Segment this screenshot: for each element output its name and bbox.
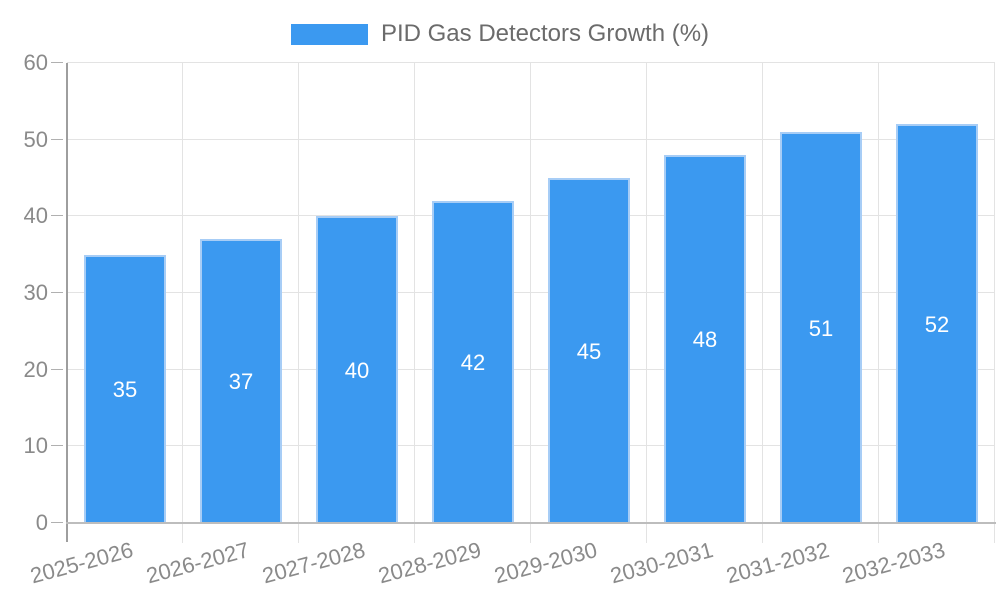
v-gridline [762,63,763,523]
bar[interactable]: 45 [548,178,630,523]
y-tick-mark [51,522,63,523]
y-tick-mark [51,215,63,217]
legend-label: PID Gas Detectors Growth (%) [380,20,710,47]
y-axis-line [66,63,68,542]
x-tick-mark [994,523,995,543]
y-tick-mark [51,368,63,370]
bar-value-label: 51 [808,315,834,341]
y-tick-label: 20 [23,356,48,382]
y-tick-label: 60 [23,50,48,75]
v-gridline [878,63,879,523]
legend-swatch [290,23,368,45]
bar-value-label: 45 [576,338,602,364]
bar-value-label: 37 [228,369,254,395]
y-tick-label: 0 [35,510,48,535]
x-tick-mark [530,523,531,543]
v-gridline [298,63,299,523]
y-tick-label: 50 [23,126,48,152]
h-gridline [67,215,995,217]
v-gridline [530,63,531,523]
x-tick-mark [878,523,879,543]
h-gridline [67,368,995,370]
y-tick-mark [51,445,63,447]
v-gridline [994,63,995,523]
y-tick-label: 30 [23,280,48,305]
bar-value-label: 48 [692,327,718,352]
bar-value-label: 35 [112,376,138,402]
x-tick-label: 2031-2032 [723,537,832,589]
y-tick-label: 40 [23,203,48,229]
bar[interactable]: 48 [664,155,746,523]
bar-value-label: 52 [924,311,950,337]
h-gridline [67,292,995,293]
x-tick-mark [646,523,647,543]
x-axis-line [66,522,996,524]
y-tick-mark [51,292,63,293]
bar-value-label: 42 [460,350,486,375]
y-tick-mark [51,138,63,140]
v-gridline [182,63,183,523]
x-tick-label: 2026-2027 [143,537,252,589]
x-tick-label: 2030-2031 [607,537,716,589]
bar-value-label: 40 [344,357,370,383]
x-tick-mark [762,523,763,543]
y-tick-label: 10 [23,433,48,459]
x-tick-mark [182,523,183,543]
bar[interactable]: 42 [432,201,514,523]
legend[interactable]: PID Gas Detectors Growth (%) [0,21,1000,47]
h-gridline [67,445,995,447]
x-tick-label: 2028-2029 [375,537,484,589]
x-tick-label: 2025-2026 [27,537,136,589]
h-gridline [67,62,995,63]
x-tick-label: 2027-2028 [259,537,368,589]
x-tick-label: 2029-2030 [491,537,600,589]
x-tick-label: 2032-2033 [839,537,948,589]
bar[interactable]: 40 [316,216,398,523]
y-tick-mark [51,62,63,63]
v-gridline [646,63,647,523]
bar[interactable]: 35 [84,254,166,523]
h-gridline [67,138,995,140]
x-tick-mark [414,523,415,543]
bar[interactable]: 51 [780,132,862,523]
bar[interactable]: 52 [896,124,978,523]
bar[interactable]: 37 [200,239,282,523]
x-tick-mark [298,523,299,543]
v-gridline [414,63,415,523]
